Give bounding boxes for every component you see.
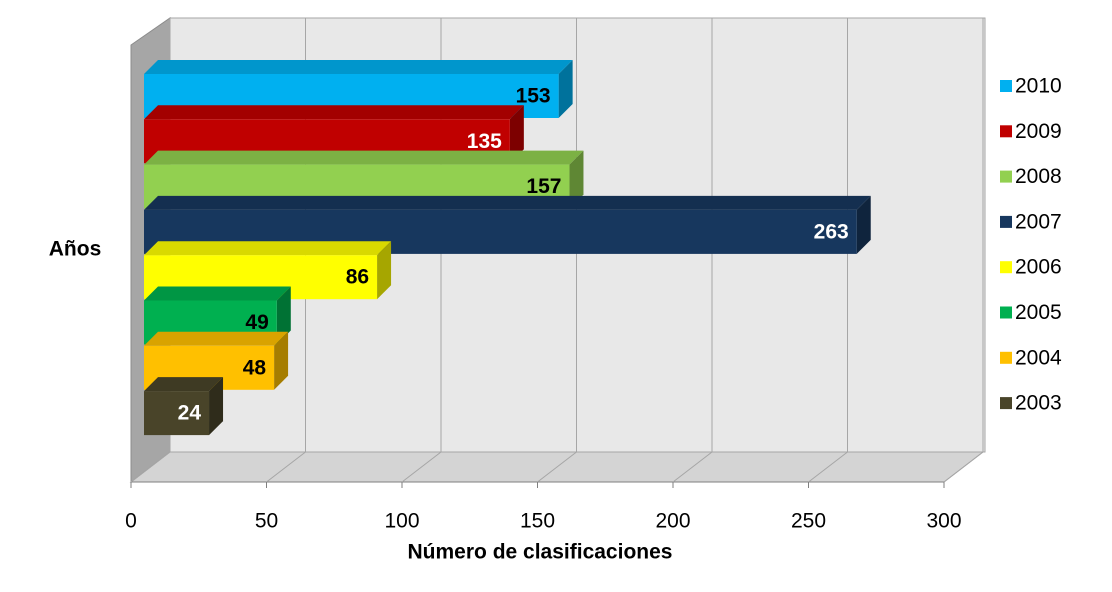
data-label: 157 [526, 175, 561, 198]
floor-grid-line [808, 451, 848, 483]
legend-label: 2007 [1015, 210, 1062, 233]
y-axis-label: Años [49, 238, 102, 261]
x-tick-label: 50 [255, 510, 278, 533]
bar-side [209, 377, 224, 436]
bar-top [144, 150, 584, 165]
x-tick-label: 150 [520, 510, 555, 533]
bar-side [569, 150, 584, 209]
data-label: 153 [516, 85, 551, 108]
legend-swatch [1000, 170, 1012, 183]
bar-top [144, 195, 871, 210]
bar-side [509, 105, 524, 164]
legend-label: 2003 [1015, 392, 1062, 415]
data-label: 49 [245, 311, 268, 334]
data-label: 263 [814, 220, 849, 243]
bar [144, 391, 210, 436]
bar-side [274, 331, 289, 390]
bar-top [144, 60, 573, 74]
floor-grid-line [130, 451, 171, 483]
data-label: 24 [178, 402, 202, 425]
legend-label: 2004 [1015, 346, 1062, 369]
legend-label: 2008 [1015, 165, 1062, 188]
legend-swatch [1000, 306, 1012, 319]
x-axis-label: Número de clasificaciones [408, 541, 673, 564]
bar-side [377, 241, 392, 300]
floor-grid-line [401, 451, 442, 483]
legend-label: 2010 [1015, 75, 1062, 98]
data-label: 135 [467, 130, 502, 153]
legend-swatch [1000, 215, 1012, 228]
data-label: 86 [346, 266, 369, 289]
bar-top [144, 286, 291, 301]
bar-top [144, 105, 524, 120]
legend-swatch [1000, 397, 1012, 410]
x-tick-label: 300 [926, 510, 961, 533]
bar-top [144, 331, 289, 346]
x-tick-label: 100 [384, 510, 419, 533]
x-tick-label: 200 [655, 510, 690, 533]
x-tick-label: 250 [791, 510, 826, 533]
data-label: 48 [243, 356, 267, 379]
floor-grid-line [537, 451, 577, 483]
bar-top [144, 241, 392, 256]
legend-swatch [1000, 80, 1012, 92]
bar-side [558, 60, 573, 118]
floor-grid-line [943, 451, 984, 483]
bar-top [144, 377, 224, 392]
floor-grid-line [266, 451, 306, 483]
legend-swatch [1000, 261, 1012, 274]
x-tick-label: 0 [125, 510, 137, 533]
legend-label: 2009 [1015, 120, 1062, 143]
bar-side [856, 195, 871, 254]
bar-side [276, 286, 291, 345]
legend-swatch [1000, 125, 1012, 138]
legend-label: 2006 [1015, 256, 1062, 279]
floor-grid-line [672, 451, 713, 483]
legend-label: 2005 [1015, 301, 1062, 324]
legend-swatch [1000, 351, 1012, 364]
